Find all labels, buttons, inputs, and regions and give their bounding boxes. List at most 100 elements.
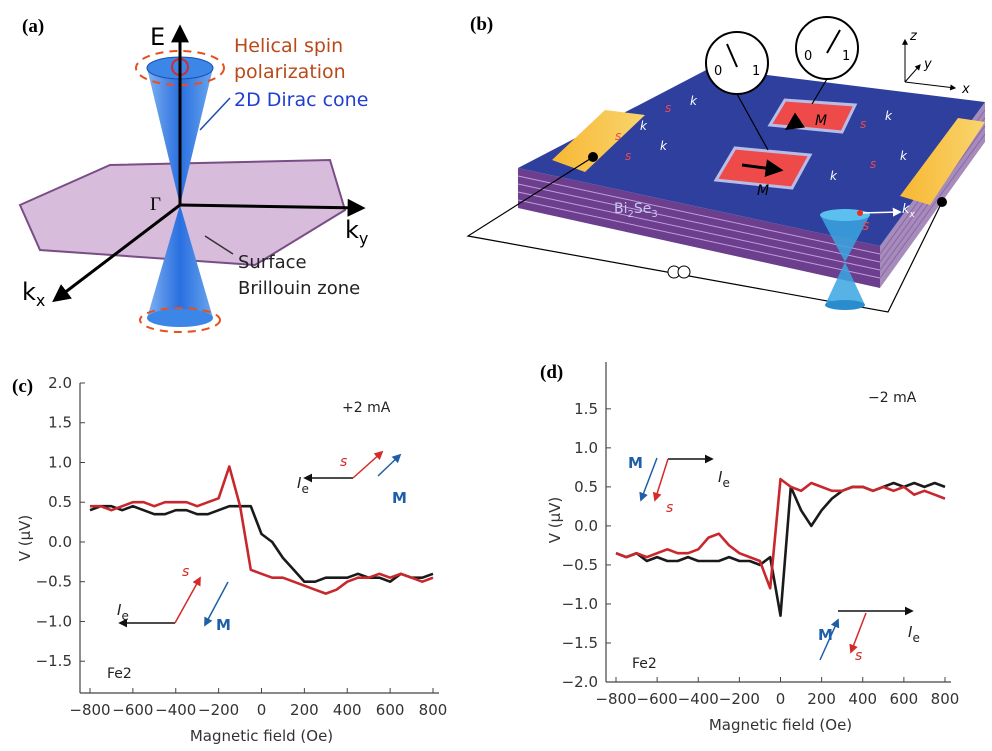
y-tick-label: 0.5 [48,493,72,511]
annotation-arrow [849,612,867,654]
k-arrow [859,207,902,217]
panel-b: (b) k k k k k k [466,14,986,313]
y-tick-label: −0.5 [562,556,598,574]
s-label: s [665,101,671,115]
label: k [22,278,36,306]
leader [204,235,234,255]
y-tick-label: 0.5 [574,478,598,496]
x-tick-label: 600 [376,701,405,719]
needle [826,29,841,54]
annotation-arrow [174,576,201,624]
spin-labels: k k k k k k s s s s s s [615,94,908,234]
annotation-subscript: e [722,476,729,490]
annotation-arrow [377,453,402,477]
annotation: M [392,489,407,507]
k-label: k [830,169,838,183]
annotation: Surface [238,252,307,273]
subscript: x [909,210,916,220]
t: 3 [651,209,657,220]
annotation: 2D Dirac cone [234,89,368,111]
y-tick-label: −0.5 [36,573,72,591]
annotation: s [666,500,673,516]
annotation: Fe2 [107,666,132,682]
s-label: s [860,117,866,131]
axis-label: y [923,57,932,72]
spin-ring [139,307,221,333]
k-label: k [900,149,908,163]
dial-tick: 0 [714,64,722,79]
x-tick-label: 200 [807,690,836,708]
x-tick-label: −600 [637,690,678,708]
x-tick-label: 200 [290,701,319,719]
x-tick-label: −800 [69,701,110,719]
cone-bottom [147,309,213,327]
annotation: Ie [908,623,920,645]
x-tick-label: 400 [333,701,362,719]
x-tick-label: 400 [848,690,877,708]
annotation: Fe2 [632,656,657,672]
t: Se [634,201,652,217]
kx-axis [52,203,181,303]
magnetization [785,112,805,130]
brillouin-zone [18,158,347,267]
annotation-arrow [652,458,669,502]
wire [736,93,769,151]
panel-label: (b) [470,14,493,35]
y-tick-label: 2.0 [48,374,72,392]
chart: (d)−2.0−1.5−1.0−0.50.00.51.01.5−800 −600−… [540,362,959,734]
annotation: Ie [297,474,309,496]
magnet-label: M [757,183,769,199]
kx-label: kx [902,202,916,220]
t: Bi [614,201,628,217]
x-tick-label: 800 [931,690,960,708]
s-label: s [625,149,631,163]
t: 2 [628,209,634,220]
magnet [767,98,858,134]
data-line [89,504,434,583]
axis-label: E [150,23,165,51]
x-tick-label: −800 [595,690,636,708]
ky-axis [179,198,366,217]
y-axis-label: V (μV) [546,497,564,544]
y-tick-label: 0.0 [48,533,72,551]
annotation: −2 mA [868,390,917,406]
s-label: s [615,129,621,143]
x-tick-label: 0 [776,690,786,708]
annotation-text: I [117,601,122,619]
k-label: k [640,119,648,133]
axis-label: x [961,82,970,97]
annotation: Ie [117,601,129,623]
leader [199,97,231,131]
dial-tick: 1 [842,49,850,64]
annotation: Ie [718,468,730,490]
x-tick-label: 800 [419,701,448,719]
annotation-text: I [908,623,913,641]
y-tick-label: 0.0 [574,517,598,535]
x-tick-label: 600 [890,690,919,708]
y-tick-label: 1.5 [48,414,72,432]
s-label: s [870,157,876,171]
spin-ring [135,50,225,86]
magnetization [741,159,784,178]
s-label: s [862,218,869,234]
annotation: M [628,454,643,472]
dial [705,31,769,95]
x-tick-label: −400 [678,690,719,708]
annotation-subscript: e [912,631,919,645]
electrode [552,110,645,172]
dial-tick: 1 [752,64,760,79]
panel-label: (a) [22,16,44,37]
y-tick-label: 1.0 [48,453,72,471]
dirac-cone [825,262,865,305]
dial-ticks: 0 1 0 1 [714,49,850,79]
y-tick-label: −1.5 [562,634,598,652]
lower-cone [147,205,213,318]
label: k [345,216,359,244]
k-label: k [660,139,668,153]
subscript: y [359,229,368,248]
annotation: Brillouin zone [238,278,360,299]
y-tick-label: 1.0 [574,439,598,457]
annotation: s [182,564,189,580]
dirac-cone [820,215,870,262]
